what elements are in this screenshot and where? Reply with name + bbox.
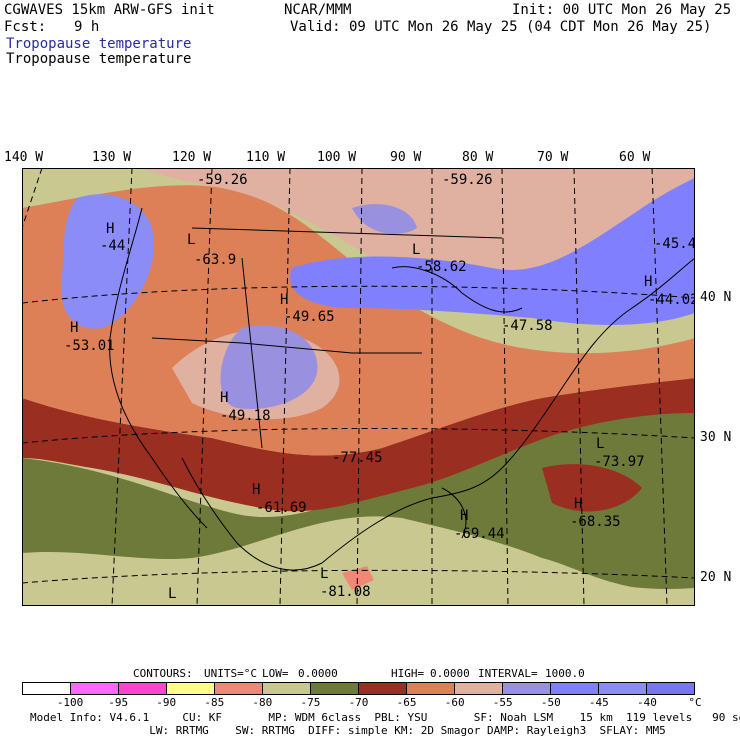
colorbar-label: °C xyxy=(688,696,702,709)
high-marker: H xyxy=(252,482,260,498)
lon-label: 120 W xyxy=(172,150,212,165)
interval-label: INTERVAL= xyxy=(478,667,538,680)
low-marker: L xyxy=(412,242,420,258)
map-value: -53.01 xyxy=(64,338,115,354)
map-value: -73.97 xyxy=(594,454,645,470)
map-value: -77.45 xyxy=(332,450,383,466)
colorbar-label: -80 xyxy=(252,696,273,709)
high-marker: H xyxy=(220,390,228,406)
colorbar-label: -85 xyxy=(204,696,225,709)
colorbar-swatch xyxy=(647,683,694,694)
field-band-salmon xyxy=(342,566,374,590)
field-title-1: Tropopause temperature xyxy=(6,36,192,52)
lon-label: 100 W xyxy=(317,150,357,165)
colorbar-swatch xyxy=(215,683,263,694)
colorbar-swatch xyxy=(599,683,647,694)
field-band-lavender xyxy=(220,325,318,409)
coastlines xyxy=(109,207,695,571)
colorbar xyxy=(22,682,695,695)
map-value: -68.35 xyxy=(570,514,621,530)
low-marker: L xyxy=(187,232,195,248)
colorbar-swatch xyxy=(455,683,503,694)
colorbar-label: -45 xyxy=(588,696,609,709)
lon-label: 90 W xyxy=(390,150,422,165)
map-value: -59.26 xyxy=(442,172,493,188)
forecast-label: Fcst: xyxy=(4,19,47,35)
colorbar-label: -95 xyxy=(108,696,129,709)
colorbar-label: -100 xyxy=(56,696,84,709)
map-value: -81.08 xyxy=(320,584,371,600)
map-value: -49.65 xyxy=(284,309,335,325)
colorbar-label: -65 xyxy=(396,696,417,709)
map-value: -45.4 xyxy=(654,236,695,252)
colorbar-label: -90 xyxy=(156,696,177,709)
forecast-hour: 9 h xyxy=(74,19,100,35)
lat-lon-grid xyxy=(22,168,695,606)
field-band-red xyxy=(22,378,695,512)
high-marker: H xyxy=(280,292,288,308)
lon-label: 110 W xyxy=(246,150,286,165)
contours-label: CONTOURS: xyxy=(133,667,193,680)
colorbar-swatch xyxy=(359,683,407,694)
map-value: -44.02 xyxy=(648,292,695,308)
map-frame xyxy=(22,168,695,606)
low-value: 0.0000 xyxy=(298,667,338,680)
colorbar-swatch xyxy=(23,683,71,694)
model-title: CGWAVES 15km ARW-GFS init xyxy=(4,2,215,18)
lat-label: 20 N xyxy=(700,570,732,585)
colorbar-swatch xyxy=(551,683,599,694)
lon-label: 130 W xyxy=(92,150,132,165)
init-time: Init: 00 UTC Mon 26 May 25 xyxy=(512,2,732,18)
low-marker: L xyxy=(596,436,604,452)
lat-label: 40 N xyxy=(700,290,732,305)
units-label: UNITS=°C xyxy=(204,667,257,680)
high-label: HIGH= xyxy=(391,667,425,680)
interval-value: 1000.0 xyxy=(545,667,585,680)
map-value: -63.9 xyxy=(194,252,236,268)
colorbar-label: -75 xyxy=(300,696,321,709)
low-marker: L xyxy=(168,586,176,602)
colorbar-label: -70 xyxy=(348,696,369,709)
lat-label: 30 N xyxy=(700,430,732,445)
lon-label: 80 W xyxy=(462,150,494,165)
colorbar-swatch xyxy=(311,683,359,694)
model-info-line-2: LW: RRTMG SW: RRTMG DIFF: simple KM: 2D … xyxy=(30,724,666,737)
map-value: -61.69 xyxy=(256,500,307,516)
valid-time: Valid: 09 UTC Mon 26 May 25 (04 CDT Mon … xyxy=(290,19,712,35)
lon-label: 60 W xyxy=(619,150,651,165)
tropopause-temperature-map: -59.26 -59.26 H -44 L -63.9 L -58.62 -45… xyxy=(22,168,695,606)
colorbar-swatch xyxy=(167,683,215,694)
high-marker: H xyxy=(70,320,78,336)
high-marker: H xyxy=(460,508,468,524)
high-marker: H xyxy=(644,274,652,290)
colorbar-swatch xyxy=(71,683,119,694)
map-value: -47.58 xyxy=(502,318,553,334)
field-title-2: Tropopause temperature xyxy=(6,51,192,67)
lon-label: 140 W xyxy=(4,150,44,165)
colorbar-label: -50 xyxy=(540,696,561,709)
colorbar-swatch xyxy=(119,683,167,694)
high-marker: H xyxy=(106,221,114,237)
center-name: NCAR/MMM xyxy=(284,2,352,18)
lon-label: 70 W xyxy=(537,150,569,165)
low-marker: L xyxy=(320,566,328,582)
colorbar-label: -60 xyxy=(444,696,465,709)
map-value: -58.62 xyxy=(416,259,467,275)
colorbar-swatch xyxy=(263,683,311,694)
map-value: -69.44 xyxy=(454,526,505,542)
map-value: -59.26 xyxy=(197,172,248,188)
colorbar-label: -55 xyxy=(492,696,513,709)
colorbar-swatch xyxy=(503,683,551,694)
field-band-blue xyxy=(61,194,154,329)
map-value: -49.18 xyxy=(220,408,271,424)
map-value: -44 xyxy=(100,238,125,254)
low-label: LOW= xyxy=(262,667,289,680)
high-marker: H xyxy=(574,496,582,512)
model-info-line-1: Model Info: V4.6.1 CU: KF MP: WDM 6class… xyxy=(30,711,740,724)
colorbar-label: -40 xyxy=(636,696,657,709)
high-value: 0.0000 xyxy=(430,667,470,680)
colorbar-swatch xyxy=(407,683,455,694)
